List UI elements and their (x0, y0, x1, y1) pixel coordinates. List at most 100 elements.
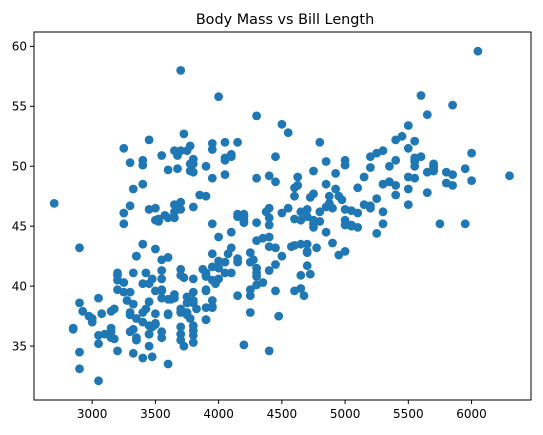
data-point (252, 218, 261, 228)
data-point (138, 353, 148, 363)
data-point (321, 179, 331, 189)
data-point (324, 199, 334, 208)
chart-title: Body Mass vs Bill Length (196, 12, 374, 28)
x-tick-label: 6000 (456, 407, 487, 421)
data-point (138, 179, 148, 189)
data-point (132, 251, 141, 261)
data-point (467, 148, 476, 158)
data-point (324, 191, 334, 201)
data-point (163, 310, 173, 320)
data-point (340, 205, 350, 214)
data-point (331, 184, 340, 194)
data-point (331, 169, 340, 178)
data-point (403, 121, 413, 130)
data-point (144, 205, 154, 214)
data-point (185, 141, 195, 151)
data-point (185, 166, 195, 176)
data-point (75, 243, 84, 253)
data-point (192, 304, 201, 314)
x-tick-label: 4500 (267, 407, 298, 421)
data-point (271, 260, 280, 269)
data-point (245, 308, 255, 317)
data-point (372, 148, 382, 158)
data-point (366, 203, 375, 213)
data-point (305, 269, 315, 279)
data-point (290, 191, 299, 201)
data-point (302, 248, 312, 257)
x-axis-ticks: 3000 3500 4000 4500 5000 5500 6000 (77, 400, 487, 421)
data-point (147, 322, 157, 332)
data-point (293, 172, 303, 182)
data-point (173, 164, 182, 174)
data-point (353, 208, 363, 218)
data-point (315, 207, 325, 217)
data-point (163, 165, 173, 175)
data-point (179, 129, 189, 139)
data-point (328, 238, 337, 248)
data-point (233, 291, 243, 301)
data-point (201, 303, 211, 313)
data-point (264, 266, 274, 275)
data-point (94, 339, 103, 349)
data-point (132, 314, 141, 323)
data-point (176, 66, 186, 75)
data-point (403, 200, 413, 210)
data-point (128, 184, 138, 194)
data-point (372, 194, 382, 204)
data-point (207, 139, 217, 148)
data-point (147, 274, 157, 284)
data-point (125, 287, 135, 297)
data-point (188, 338, 198, 347)
data-point (467, 176, 476, 186)
data-point (119, 208, 129, 218)
data-point (448, 100, 457, 110)
data-point (157, 151, 167, 160)
data-point (214, 92, 224, 102)
data-point (277, 119, 287, 129)
data-point (226, 152, 236, 162)
data-point (505, 171, 514, 181)
data-point (157, 274, 167, 284)
data-point (119, 219, 129, 229)
data-point (264, 171, 274, 181)
data-point (261, 207, 271, 217)
data-point (128, 299, 138, 309)
data-point (274, 311, 284, 321)
data-point (403, 143, 413, 153)
data-point (170, 200, 179, 210)
data-point (223, 249, 233, 259)
data-point (125, 201, 135, 211)
data-point (109, 304, 119, 314)
y-tick-label: 60 (12, 40, 27, 54)
data-point (119, 143, 129, 153)
y-axis-ticks: 35 40 45 50 55 60 (12, 40, 34, 353)
data-point (220, 268, 230, 278)
data-point (214, 256, 224, 266)
data-point (340, 155, 350, 165)
data-point (163, 213, 173, 223)
data-point (252, 236, 261, 246)
data-point (214, 263, 224, 273)
data-point (252, 111, 261, 121)
data-point (163, 253, 173, 262)
data-point (296, 215, 306, 225)
data-point (435, 219, 445, 229)
data-point (157, 285, 167, 295)
data-point (144, 297, 154, 307)
data-point (128, 348, 138, 358)
data-point (252, 263, 261, 273)
data-point (315, 137, 325, 147)
data-point (188, 274, 198, 284)
data-point (141, 304, 151, 314)
data-point (214, 232, 224, 242)
data-point (391, 190, 401, 200)
data-point (138, 279, 148, 289)
data-point (391, 155, 401, 165)
data-point (378, 207, 388, 217)
data-point (113, 346, 122, 356)
data-point (170, 213, 179, 223)
data-point (182, 298, 192, 308)
data-point (309, 166, 318, 176)
